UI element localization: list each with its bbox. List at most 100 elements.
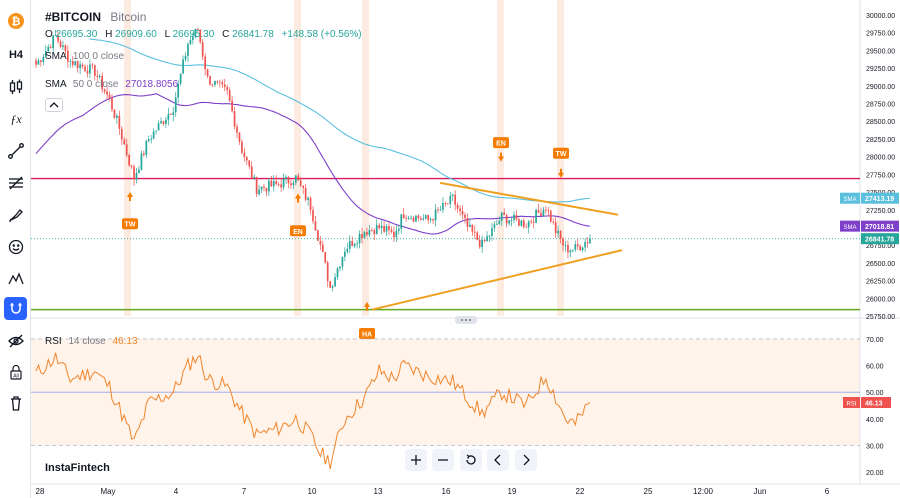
candle-body	[160, 121, 162, 124]
candle-body	[527, 221, 530, 228]
candle-body	[138, 169, 140, 174]
candle-body	[400, 214, 403, 229]
price-tick: 27250.00	[866, 208, 895, 215]
rsi-params: 14 close	[68, 336, 106, 347]
rsi-legend[interactable]: RSI 14 close 46.13	[45, 336, 138, 347]
svg-text:27018.81: 27018.81	[865, 224, 894, 231]
candle-body	[199, 29, 202, 43]
candle-body	[442, 203, 444, 210]
price-tick: 28000.00	[866, 155, 895, 162]
candle-body	[182, 59, 184, 74]
candle-body	[498, 221, 501, 224]
candle-body	[69, 61, 72, 62]
candle-body	[385, 226, 388, 232]
price-tick: 29500.00	[866, 48, 895, 55]
brush-icon[interactable]	[4, 203, 27, 226]
trendline-icon[interactable]	[4, 139, 27, 162]
rsi-tick: 70.00	[866, 337, 884, 344]
time-tick: 28	[36, 487, 45, 496]
candle-body	[341, 256, 344, 267]
rsi-tick: 30.00	[866, 443, 884, 450]
zoom-out-button[interactable]	[432, 449, 454, 471]
open-value: 26695.30	[55, 29, 98, 40]
candle-body	[101, 75, 104, 90]
candle-body	[189, 39, 192, 45]
candle-body	[221, 82, 224, 85]
sma50-legend[interactable]: SMA 50 0 close 27018.8056	[45, 79, 178, 90]
candle-body	[91, 64, 94, 66]
hide-drawings-icon[interactable]	[4, 329, 27, 352]
candle-body	[238, 132, 241, 142]
candle-body	[111, 98, 113, 110]
candle-body	[314, 221, 317, 231]
svg-text:HA: HA	[362, 332, 372, 339]
candle-body	[574, 244, 577, 250]
triangle-resistance-line[interactable]	[439, 181, 619, 216]
candle-body	[319, 240, 322, 245]
triangle-support-line[interactable]	[371, 249, 623, 311]
svg-text:46.13: 46.13	[865, 400, 883, 407]
candle-body	[415, 215, 417, 222]
candle-body	[469, 224, 471, 227]
candle-body	[358, 234, 361, 244]
watermark: InstaFintech	[45, 462, 110, 474]
svg-text:RSI: RSI	[846, 401, 856, 407]
candle-body	[549, 210, 552, 222]
candle-body	[218, 81, 221, 83]
collapse-legend-button[interactable]	[45, 98, 63, 112]
zoom-in-button[interactable]	[405, 449, 427, 471]
candle-body	[277, 183, 280, 185]
indicators-icon[interactable]: ƒx	[4, 107, 27, 130]
time-tick: 16	[442, 487, 451, 496]
interval-icon[interactable]: H4	[4, 42, 27, 65]
lock-all-icon[interactable]: All	[4, 360, 27, 383]
pattern-icon[interactable]	[4, 267, 27, 290]
candle-body	[503, 212, 506, 216]
candle-body	[231, 100, 233, 112]
signal-marker[interactable]: EN	[290, 193, 306, 237]
signal-column	[294, 0, 301, 316]
svg-text:26841.78: 26841.78	[865, 237, 894, 244]
remove-drawings-icon[interactable]	[4, 391, 27, 414]
signal-marker[interactable]: EN	[493, 137, 509, 162]
candle-body	[118, 115, 121, 129]
candle-body	[74, 61, 77, 66]
candle-body	[165, 119, 167, 124]
candle-body	[368, 230, 371, 235]
rsi-value-badge: RSI 46.13	[843, 396, 891, 408]
candle-body	[439, 209, 442, 211]
candle-body	[334, 277, 336, 287]
price-tick: 26500.00	[866, 261, 895, 268]
magnet-icon[interactable]	[4, 297, 27, 320]
candle-body	[96, 75, 99, 78]
high-label: H	[105, 29, 113, 40]
candle-body	[268, 180, 270, 192]
fib-tool-icon[interactable]	[4, 171, 27, 194]
candle-body	[393, 231, 395, 238]
candle-body	[287, 176, 290, 184]
candle-body	[275, 181, 278, 184]
emoji-icon[interactable]	[4, 235, 27, 258]
signal-marker[interactable]: TW	[122, 192, 138, 230]
candle-body	[471, 224, 474, 232]
candle-body	[140, 153, 143, 170]
candle-body	[84, 66, 86, 72]
signal-marker[interactable]: TW	[553, 147, 569, 178]
candle-body	[167, 114, 170, 120]
scroll-left-button[interactable]	[487, 449, 509, 471]
candles-icon[interactable]	[4, 75, 27, 98]
signal-marker[interactable]: HA	[359, 301, 375, 339]
candle-body	[216, 81, 219, 82]
scroll-right-button[interactable]	[515, 449, 537, 471]
pane-resize-handle[interactable]	[455, 316, 477, 324]
candle-body	[437, 209, 439, 211]
candle-body	[373, 230, 376, 235]
last-price-badge: 26841.78	[861, 233, 899, 245]
reset-chart-button[interactable]	[460, 449, 482, 471]
candle-body	[351, 240, 354, 247]
candle-body	[446, 203, 449, 205]
candle-body	[353, 243, 356, 247]
sma100-legend[interactable]: SMA 100 0 close	[45, 51, 124, 62]
